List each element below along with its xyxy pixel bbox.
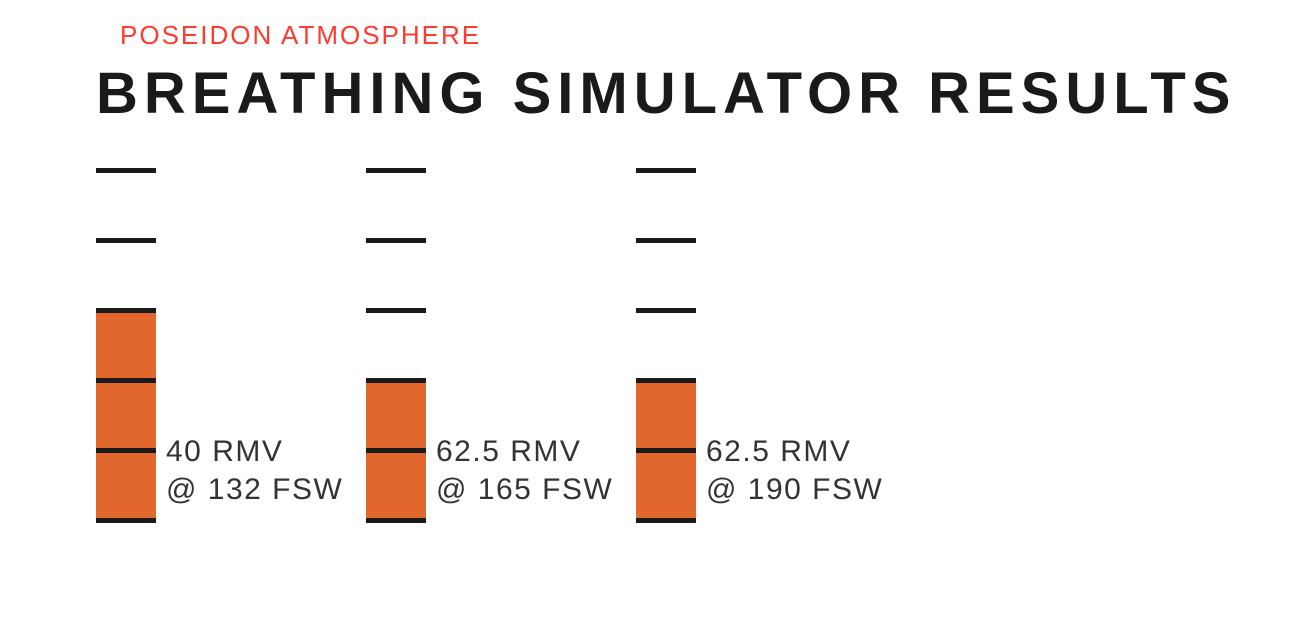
scale-tick	[636, 448, 696, 453]
scale-tick	[366, 518, 426, 523]
chart-area: 40 RMV@ 132 FSW62.5 RMV@ 165 FSW62.5 RMV…	[96, 170, 1196, 520]
scale-tick	[96, 308, 156, 313]
scale-tick	[366, 448, 426, 453]
scale-tick	[96, 168, 156, 173]
bar-label-line2: @ 132 FSW	[166, 471, 343, 509]
scale-tick	[366, 168, 426, 173]
bar-label-line1: 40 RMV	[166, 435, 283, 468]
scale-tick	[96, 518, 156, 523]
scale-tick	[636, 378, 696, 383]
bar-label-line2: @ 190 FSW	[706, 471, 883, 509]
scale-tick	[636, 308, 696, 313]
bar-group: 62.5 RMV@ 190 FSW	[636, 170, 896, 520]
bar-label-line2: @ 165 FSW	[436, 471, 613, 509]
scale-tick	[366, 238, 426, 243]
bar-label: 62.5 RMV@ 165 FSW	[436, 433, 613, 508]
bar-fill	[96, 310, 156, 520]
chart-subtitle: POSEIDON ATMOSPHERE	[120, 20, 481, 51]
scale-tick	[96, 448, 156, 453]
scale-tick	[366, 308, 426, 313]
bar-track	[96, 170, 156, 520]
bar-group: 62.5 RMV@ 165 FSW	[366, 170, 626, 520]
bar-track	[636, 170, 696, 520]
scale-tick	[636, 168, 696, 173]
scale-tick	[96, 238, 156, 243]
bar-group: 40 RMV@ 132 FSW	[96, 170, 356, 520]
scale-tick	[636, 518, 696, 523]
bar-label-line1: 62.5 RMV	[706, 435, 851, 468]
bar-label: 62.5 RMV@ 190 FSW	[706, 433, 883, 508]
scale-tick	[96, 378, 156, 383]
bar-track	[366, 170, 426, 520]
scale-tick	[366, 378, 426, 383]
scale-tick	[636, 238, 696, 243]
bar-label: 40 RMV@ 132 FSW	[166, 433, 343, 508]
bar-label-line1: 62.5 RMV	[436, 435, 581, 468]
chart-title: BREATHING SIMULATOR RESULTS	[96, 60, 1236, 127]
